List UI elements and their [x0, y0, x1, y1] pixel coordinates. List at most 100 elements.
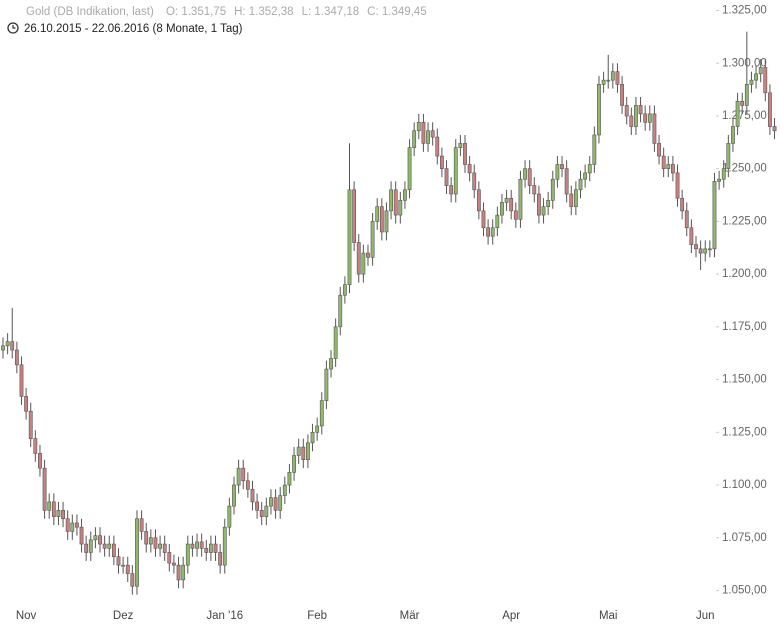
candle-body — [162, 543, 167, 553]
x-tick-label: Jun — [696, 610, 715, 622]
candle-body — [550, 178, 555, 201]
candle-body — [259, 510, 264, 517]
candle-body — [218, 552, 223, 566]
candle-body — [403, 189, 407, 201]
candle-body — [694, 244, 698, 250]
candle-body — [689, 227, 694, 245]
candle-body — [670, 164, 675, 174]
candle-body — [578, 178, 583, 191]
candle-body — [439, 155, 444, 170]
y-tick-label: 1.250,00 — [722, 163, 767, 175]
candle-body — [740, 100, 745, 106]
candle-body — [684, 210, 689, 229]
candle-body — [430, 130, 435, 138]
y-tick-label: 1.100,00 — [722, 479, 767, 491]
candle-body — [65, 518, 70, 532]
candle-body — [306, 442, 310, 461]
candle-body — [606, 79, 611, 82]
candle-body — [324, 368, 329, 401]
candle-body — [504, 197, 509, 203]
candle-body — [176, 564, 181, 581]
candle-body — [347, 189, 352, 285]
candle-body — [569, 193, 574, 207]
y-tick-label: 1.325,00 — [722, 5, 767, 17]
candle-body — [634, 105, 638, 127]
candle-body — [250, 488, 255, 503]
candle-body — [125, 564, 130, 574]
candle-body — [643, 113, 648, 123]
candle-body — [412, 130, 417, 148]
candle-body — [199, 541, 204, 549]
candle-body — [329, 358, 333, 370]
candle-body — [121, 564, 126, 567]
candle-body — [269, 497, 273, 507]
candle-body — [273, 497, 278, 511]
candle-body — [1, 345, 5, 351]
candle-body — [597, 84, 601, 136]
y-tick-label: 1.075,00 — [722, 532, 767, 544]
candle-body — [139, 518, 144, 532]
candle-body — [610, 71, 615, 81]
candle-body — [500, 202, 504, 216]
candle-body — [42, 467, 47, 511]
candle-body — [476, 189, 481, 212]
candle-body — [444, 168, 449, 186]
candle-body — [287, 472, 292, 486]
candle-body — [222, 526, 227, 566]
candle-body — [342, 284, 347, 296]
candle-body — [416, 122, 421, 132]
candle-body — [532, 185, 537, 195]
candle-body — [236, 467, 241, 486]
x-tick-label: Dez — [113, 610, 134, 622]
candle-body — [227, 505, 232, 528]
candle-body — [10, 341, 15, 351]
candle-body — [763, 67, 768, 94]
candle-body — [772, 126, 777, 132]
candle-body — [717, 178, 722, 182]
candle-body — [361, 252, 366, 275]
candle-body — [245, 480, 250, 490]
candle-body — [573, 189, 578, 207]
y-tick-label: 1.175,00 — [722, 321, 767, 333]
candle-body — [195, 541, 199, 549]
candle-body — [758, 67, 763, 75]
candle-body — [158, 543, 162, 549]
candle-body — [624, 105, 629, 117]
y-tick-label: 1.050,00 — [722, 584, 767, 596]
candle-body — [292, 455, 296, 473]
candle-body — [232, 484, 236, 507]
candle-body — [38, 453, 42, 469]
candle-body — [370, 221, 375, 258]
candle-body — [98, 535, 102, 545]
quote-value: C: 1.349,45 — [367, 6, 426, 18]
candle-body — [560, 164, 564, 170]
candle-body — [564, 168, 569, 195]
candle-body — [726, 143, 731, 170]
candle-body — [768, 92, 772, 127]
candle-body — [615, 71, 620, 85]
candle-body — [379, 206, 384, 233]
x-tick-label: Jan '16 — [206, 610, 243, 622]
candle-body — [407, 147, 412, 191]
candle-body — [204, 547, 209, 553]
candle-body — [555, 164, 560, 180]
candle-body — [352, 189, 357, 243]
candle-body — [375, 206, 380, 222]
candle-body — [282, 484, 287, 496]
candle-body — [296, 446, 301, 456]
candle-body — [523, 168, 527, 180]
candle-body — [518, 178, 523, 220]
candle-body — [19, 364, 24, 397]
candle-body — [707, 248, 712, 251]
candle-body — [190, 543, 195, 549]
candle-body — [731, 126, 735, 144]
candle-body — [24, 396, 29, 412]
x-tick-label: Mai — [599, 610, 618, 622]
y-tick-label: 1.225,00 — [722, 215, 767, 227]
candle-body — [587, 164, 592, 174]
candle-body — [88, 539, 93, 553]
candle-body — [301, 446, 306, 461]
y-tick-label: 1.125,00 — [722, 426, 767, 438]
candle-body — [472, 172, 477, 191]
